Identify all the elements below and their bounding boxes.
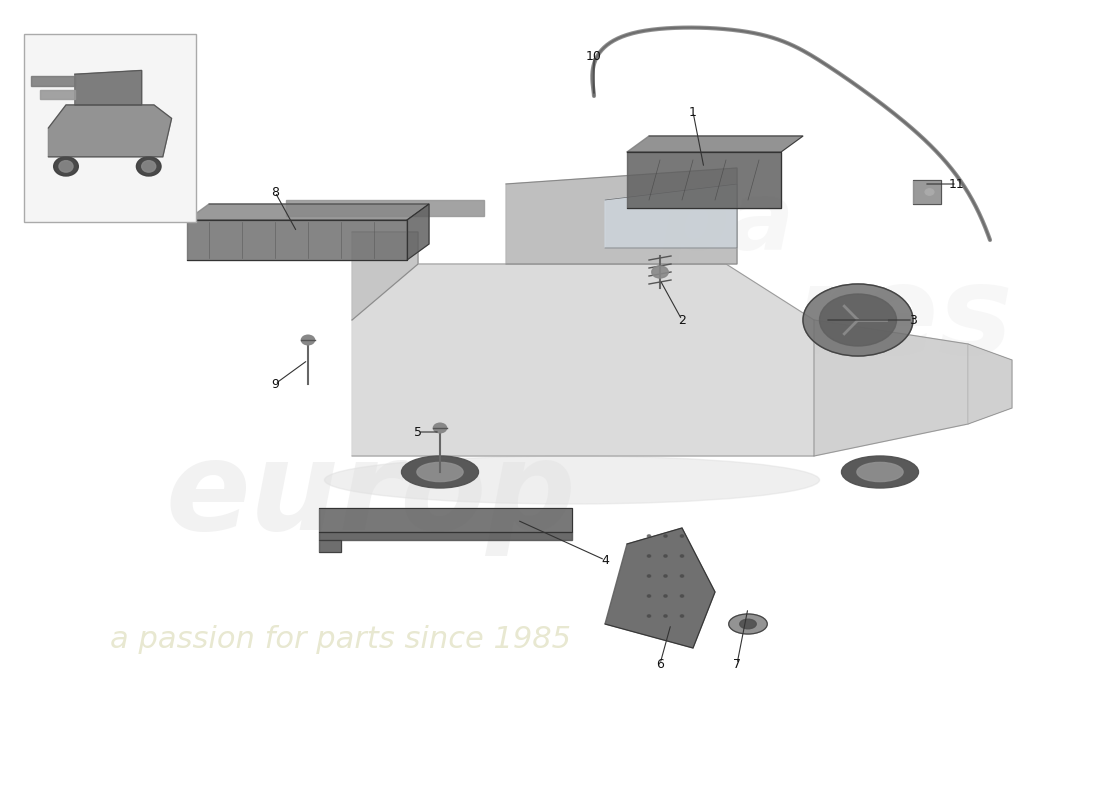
- Polygon shape: [31, 76, 75, 86]
- Ellipse shape: [739, 619, 757, 629]
- Polygon shape: [187, 220, 407, 260]
- Text: europ: europ: [165, 435, 575, 557]
- Polygon shape: [968, 344, 1012, 424]
- Polygon shape: [319, 508, 572, 532]
- Ellipse shape: [142, 161, 156, 172]
- Text: 10: 10: [586, 50, 602, 62]
- Polygon shape: [605, 184, 737, 248]
- Ellipse shape: [433, 423, 447, 433]
- Ellipse shape: [647, 574, 651, 578]
- Ellipse shape: [54, 157, 78, 176]
- Polygon shape: [187, 204, 429, 220]
- Ellipse shape: [803, 284, 913, 356]
- Ellipse shape: [663, 535, 667, 538]
- Ellipse shape: [59, 161, 73, 172]
- Polygon shape: [286, 200, 484, 216]
- Text: 11: 11: [949, 178, 965, 190]
- FancyBboxPatch shape: [24, 34, 196, 222]
- Polygon shape: [319, 540, 341, 552]
- Text: res: res: [792, 259, 1013, 381]
- Text: 7: 7: [733, 658, 741, 670]
- Ellipse shape: [324, 456, 820, 504]
- Text: 1: 1: [689, 106, 697, 118]
- Polygon shape: [352, 232, 418, 320]
- Polygon shape: [506, 168, 737, 264]
- Polygon shape: [627, 136, 803, 152]
- Text: 4: 4: [601, 554, 609, 566]
- Text: 8: 8: [271, 186, 279, 198]
- Ellipse shape: [680, 614, 683, 618]
- Ellipse shape: [417, 462, 463, 482]
- Ellipse shape: [647, 595, 651, 597]
- Ellipse shape: [680, 535, 683, 538]
- Text: a passion for parts since 1985: a passion for parts since 1985: [110, 626, 571, 654]
- Text: pa: pa: [660, 178, 795, 270]
- Ellipse shape: [136, 157, 161, 176]
- Text: 5: 5: [414, 426, 422, 438]
- Polygon shape: [407, 204, 429, 260]
- Ellipse shape: [663, 614, 667, 618]
- Ellipse shape: [842, 456, 918, 488]
- Ellipse shape: [728, 614, 768, 634]
- Polygon shape: [627, 152, 781, 208]
- Ellipse shape: [651, 266, 669, 278]
- Ellipse shape: [820, 294, 896, 346]
- Ellipse shape: [301, 335, 315, 345]
- Ellipse shape: [647, 555, 651, 557]
- Ellipse shape: [663, 574, 667, 578]
- Ellipse shape: [647, 614, 651, 618]
- Ellipse shape: [647, 535, 651, 538]
- Ellipse shape: [680, 555, 683, 557]
- Ellipse shape: [663, 555, 667, 557]
- Ellipse shape: [925, 189, 934, 195]
- Text: 3: 3: [909, 314, 917, 326]
- Polygon shape: [40, 90, 75, 99]
- Ellipse shape: [680, 574, 683, 578]
- Ellipse shape: [663, 595, 667, 597]
- Polygon shape: [352, 264, 814, 456]
- Polygon shape: [75, 70, 142, 105]
- Text: 6: 6: [656, 658, 664, 670]
- Ellipse shape: [402, 456, 478, 488]
- Ellipse shape: [857, 462, 903, 482]
- Polygon shape: [814, 320, 968, 456]
- Text: 2: 2: [678, 314, 686, 326]
- Polygon shape: [48, 105, 172, 157]
- Text: 9: 9: [271, 378, 279, 390]
- Ellipse shape: [680, 595, 683, 597]
- Polygon shape: [319, 532, 572, 540]
- Polygon shape: [913, 180, 940, 204]
- Polygon shape: [605, 528, 715, 648]
